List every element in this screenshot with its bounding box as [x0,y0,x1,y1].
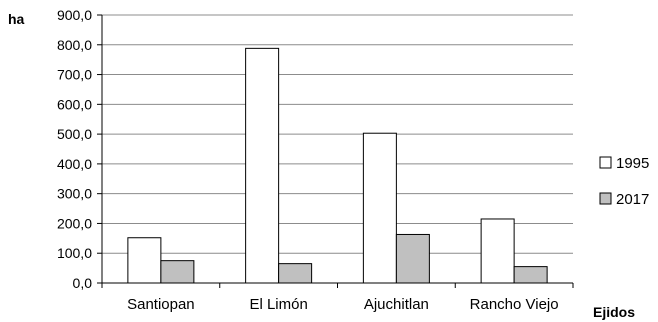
x-axis-categories: Santiopan El Limón Ajuchitlan Rancho Viejo [127,296,559,313]
legend-swatch-2017 [599,192,612,205]
y-axis-title: ha [8,11,25,27]
y-tick-label: 400,0 [57,156,92,172]
y-tick-label: 0,0 [73,275,93,291]
y-tick-label: 500,0 [57,126,92,142]
bar-1995-ajuchitlan [362,132,397,284]
legend-swatch-1995 [599,156,612,169]
y-tick-label: 700,0 [57,67,92,83]
bars [127,47,548,284]
y-tick-label: 200,0 [57,215,92,231]
y-tick-label: 600,0 [57,96,92,112]
x-category-label: Ajuchitlan [364,296,429,313]
bar-1995-santiopan [127,237,162,284]
legend-label-1995: 1995 [616,155,649,172]
bar-2017-el-limón [278,263,313,284]
x-category-label: El Limón [249,296,307,313]
bar-1995-el-limón [245,47,280,284]
x-category-label: Santiopan [127,296,195,313]
y-tick-label: 100,0 [57,245,92,261]
bar-1995-rancho-viejo [480,218,515,284]
x-axis-title: Ejidos [593,304,635,320]
y-axis-ticks: 0,0 100,0 200,0 300,0 400,0 500,0 600,0 700,0 80… [57,7,102,291]
x-category-label: Rancho Viejo [470,296,559,313]
bar-2017-rancho-viejo [513,266,548,284]
legend-label-2017: 2017 [616,191,649,208]
bar-2017-santiopan [160,260,195,284]
y-tick-label: 900,0 [57,7,92,23]
bar-2017-ajuchitlan [395,233,430,284]
y-tick-label: 800,0 [57,37,92,53]
legend: 1995 2017 [599,155,649,208]
gridlines [102,14,573,254]
axes [101,15,574,288]
y-tick-label: 300,0 [57,186,92,202]
